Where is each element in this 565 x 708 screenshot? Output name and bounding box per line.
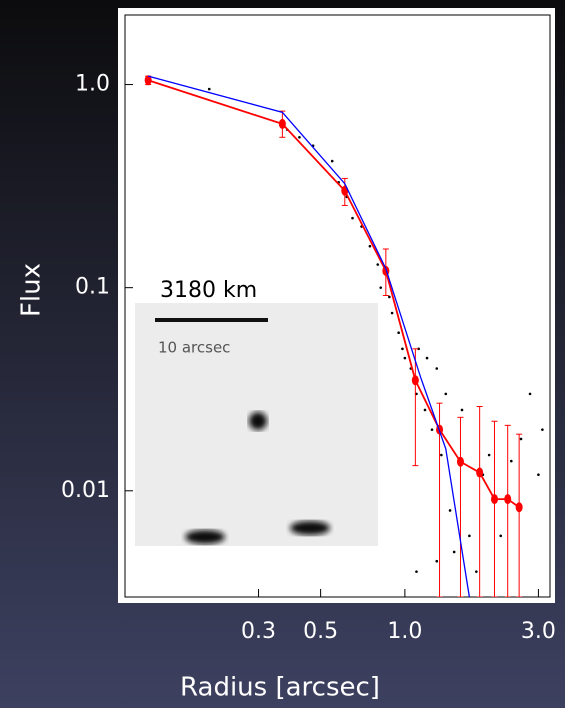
data-point [509, 459, 513, 463]
data-point [368, 244, 372, 248]
data-point [376, 263, 380, 266]
series-marker [504, 494, 512, 505]
data-point [397, 331, 400, 335]
inset-blob [185, 530, 225, 544]
data-point [519, 437, 523, 441]
data-point [468, 534, 471, 538]
plot-frame [124, 14, 551, 598]
series-marker [476, 467, 484, 478]
data-point [435, 559, 439, 563]
data-point [379, 286, 383, 289]
x-tick-label: 1.0 [387, 619, 422, 644]
data-point [351, 216, 354, 220]
inset-blob [249, 412, 267, 430]
data-point [475, 570, 478, 573]
data-point [435, 367, 439, 370]
x-axis-label: Radius [arcsec] [180, 673, 380, 703]
plot-content [144, 75, 544, 597]
data-point [440, 453, 443, 457]
x-tick-label: 0.5 [303, 619, 338, 644]
series-line [148, 75, 471, 597]
series-marker [456, 456, 464, 467]
inset-blob [290, 521, 330, 535]
series-marker [411, 375, 419, 386]
data-point [423, 408, 427, 412]
series-marker [490, 494, 498, 505]
inset: 3180 km 10 arcsec [135, 278, 378, 546]
data-point [460, 408, 464, 412]
data-point [528, 392, 532, 396]
data-point [541, 428, 544, 431]
data-point [207, 87, 211, 91]
x-tick-label: 0.3 [241, 619, 276, 644]
data-point [390, 311, 394, 315]
data-point [444, 392, 448, 396]
series-marker [144, 75, 152, 86]
series-marker [341, 185, 349, 196]
data-point [388, 295, 391, 299]
series-marker [515, 502, 523, 513]
data-point [401, 347, 404, 351]
scale-arcsec: 10 arcsec [158, 339, 230, 357]
data-point [425, 356, 429, 360]
scale-km: 3180 km [160, 278, 257, 303]
series-marker [278, 118, 286, 129]
y-tick-label: 0.01 [61, 478, 110, 503]
data-point [330, 159, 334, 163]
data-point [537, 473, 540, 477]
data-point [452, 550, 456, 554]
data-point [403, 356, 407, 360]
data-point [430, 428, 434, 431]
data-point [415, 570, 418, 573]
data-point [298, 135, 301, 139]
y-tick-label: 1.0 [75, 72, 110, 97]
y-axis-label: Flux [17, 263, 47, 317]
data-point [448, 509, 452, 512]
data-point [417, 347, 420, 351]
x-tick-label: 3.0 [521, 619, 556, 644]
y-tick-label: 0.1 [75, 275, 110, 300]
data-point [499, 534, 503, 538]
data-point [487, 453, 491, 457]
